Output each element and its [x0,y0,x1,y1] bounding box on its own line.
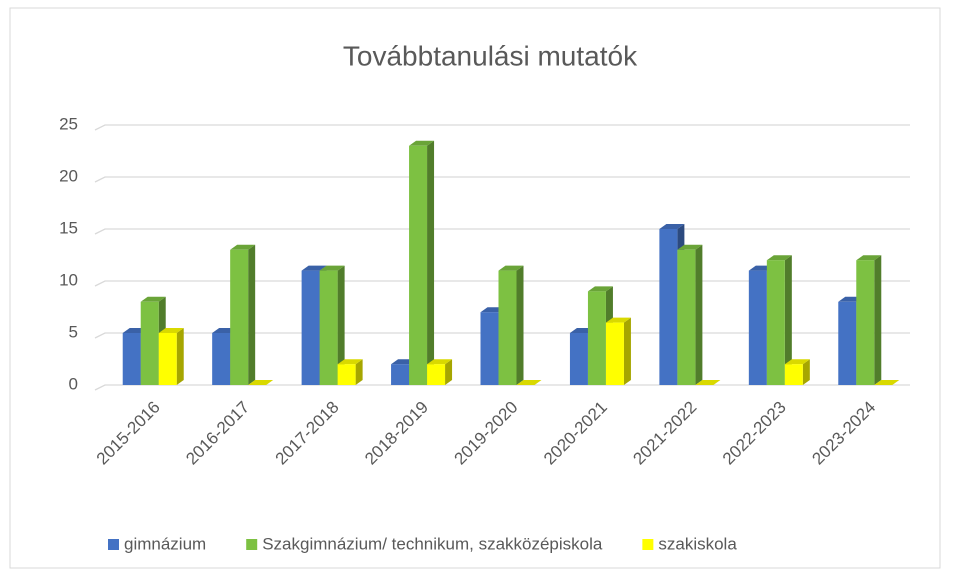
bar-top [427,359,453,365]
bar-side [248,244,256,385]
bar [784,364,803,385]
bar-side [802,359,810,385]
bar [391,364,410,385]
bar [122,333,141,385]
bar-top [140,296,166,302]
bar [212,333,231,385]
legend-swatch [642,539,654,550]
y-tick-label: 20 [59,166,78,185]
bar [498,270,517,385]
bar-top [874,380,900,385]
bar-top [337,359,363,365]
bar-side [784,255,792,385]
bar [748,270,767,385]
bar [587,291,606,385]
bar-top [409,140,435,146]
bar-side [623,317,631,385]
bar-side [337,265,345,385]
bar-top [695,380,721,385]
bar-top [158,328,184,333]
bar-side [516,265,524,385]
bar [659,229,678,385]
bar-top [659,224,685,229]
bar-top [605,317,631,323]
bar-top [587,286,613,292]
bar [569,333,588,385]
bar-top [766,255,792,261]
bar [301,270,320,385]
legend-label: gimnázium [124,534,206,553]
bar [409,145,428,385]
legend-label: Szakgimnázium/ technikum, szakközépiskol… [262,534,603,553]
bar [319,270,338,385]
bar-side [427,140,435,385]
legend: gimnázium Szakgimnázium/ technikum, szakk… [108,534,737,553]
gridlines [94,124,910,391]
bar [766,260,785,385]
grid-line [94,176,910,183]
bar-top [856,255,882,261]
y-tick-label: 5 [69,322,78,341]
bar [140,301,159,385]
bar [856,260,875,385]
bars [122,140,900,385]
grid-line [94,228,910,235]
bar [838,301,857,385]
legend-label: szakiskola [658,534,737,553]
y-tick-label: 25 [59,114,78,133]
bar-top [301,265,327,271]
bar-top [677,244,703,250]
bar [158,333,177,385]
bar-top [319,265,345,271]
grid-line [94,384,910,391]
bar [337,364,356,385]
legend-swatch [246,539,258,550]
y-tick-label: 10 [59,270,78,289]
bar-side [874,255,882,385]
y-tick-label: 15 [59,218,78,237]
bar-top [248,380,274,385]
bar [677,249,696,385]
bar-top [516,380,542,385]
y-tick-label: 0 [69,374,78,393]
grid-line [94,332,910,339]
bar [230,249,249,385]
legend-swatch [108,539,119,550]
grid-line [94,124,910,131]
bar-top [230,244,256,250]
grid-line [94,280,910,287]
bar [605,322,624,385]
bar-side [355,359,363,385]
bar [480,312,499,385]
chart-frame [9,7,941,569]
bar-side [695,244,703,385]
bar [427,364,446,385]
bar-top [784,359,810,365]
bar-top [498,265,524,271]
bar-side [445,359,453,385]
chart-title: Továbbtanulási mutatók [343,40,638,71]
bar-side [176,328,184,385]
